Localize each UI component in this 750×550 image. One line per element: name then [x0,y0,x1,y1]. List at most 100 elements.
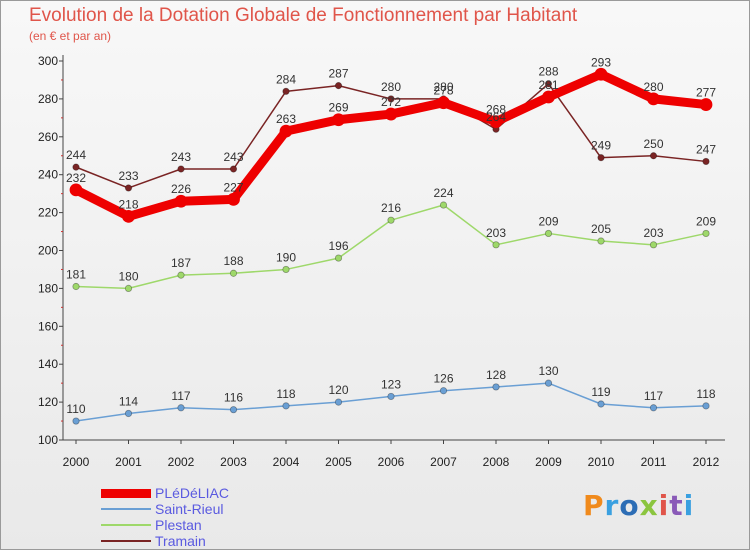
data-label: 126 [433,372,453,386]
data-point [492,241,500,249]
data-label: 209 [538,214,558,228]
data-label: 247 [696,142,716,156]
y-tick-label: 100 [38,433,58,447]
data-label: 218 [118,197,138,211]
data-label: 269 [328,101,348,115]
data-label: 272 [381,95,401,109]
data-label: 232 [66,171,86,185]
data-label: 118 [696,387,715,401]
data-point [649,404,658,412]
data-label: 181 [66,268,86,282]
data-label: 203 [643,226,663,240]
data-label: 243 [223,150,243,164]
data-label: 180 [118,269,138,283]
data-point [229,165,238,173]
data-point [439,201,448,209]
data-point [649,241,658,249]
x-tick-label: 2002 [168,455,195,469]
x-tick-label: 2007 [430,455,457,469]
data-point [177,404,185,412]
data-point [72,417,80,425]
legend: PLéDéLIAC Saint-Rieul Plestan Tramain [101,485,229,549]
data-label: 203 [486,226,506,240]
data-point [72,163,80,171]
legend-label: Tramain [155,533,206,549]
data-label: 114 [119,394,138,408]
data-point [124,284,133,292]
data-point [649,152,658,160]
data-point [437,96,450,110]
data-label: 216 [381,201,401,215]
x-tick-label: 2010 [588,455,615,469]
data-point [597,237,605,245]
data-point [177,271,185,279]
data-label: 117 [171,389,190,403]
data-point [544,229,553,238]
logo-letter: P [583,489,605,522]
chart-subtitle: (en € et par an) [29,29,112,43]
data-point [699,98,713,111]
data-label: 280 [643,80,663,94]
x-tick-label: 2004 [273,455,300,469]
logo-letter: x [639,489,659,522]
data-point [597,400,605,408]
data-label: 120 [328,383,348,397]
legend-item: PLéDéLIAC [101,485,229,501]
data-label: 287 [328,67,348,81]
data-label: 190 [276,250,296,264]
data-point [282,87,290,95]
data-point [387,95,395,103]
data-point [334,254,343,262]
chart-title: Evolution de la Dotation Globale de Fonc… [29,5,578,26]
data-label: 196 [328,239,348,253]
y-tick-label: 260 [38,130,58,144]
data-label: 280 [381,80,401,94]
data-label: 128 [486,368,506,382]
x-tick-label: 2005 [325,455,352,469]
data-label: 277 [696,86,716,100]
data-label: 224 [433,186,453,200]
data-point [542,90,555,104]
data-label: 280 [433,80,453,94]
data-point [702,229,710,238]
legend-label: Plestan [155,517,202,533]
data-label: 117 [644,389,663,403]
data-point [647,92,660,106]
data-label: 250 [643,137,663,151]
data-point [594,67,608,81]
data-label: 244 [66,148,86,162]
data-label: 226 [171,182,191,196]
x-tick-label: 2009 [535,455,562,469]
data-point [334,82,343,90]
data-point [282,402,290,410]
data-label: 243 [171,150,191,164]
data-point [122,209,135,223]
data-point [174,194,188,208]
legend-label: Saint-Rieul [155,501,224,517]
legend-swatch [101,508,151,510]
data-point [544,379,553,387]
x-tick-label: 2000 [63,455,90,469]
data-label: 263 [276,112,296,126]
data-point [597,154,605,162]
data-label: 264 [486,110,506,124]
data-label: 288 [538,65,558,79]
data-point [332,113,345,127]
data-label: 116 [224,391,243,405]
data-point [702,157,710,166]
y-tick-label: 200 [38,244,58,258]
data-label: 188 [223,254,243,268]
data-label: 209 [696,214,716,228]
data-point [387,392,395,401]
logo-letter: i [658,489,670,522]
data-point [72,282,80,291]
data-point [229,269,238,277]
legend-swatch [101,524,151,526]
x-tick-label: 2006 [378,455,405,469]
logo-letter: t [669,489,684,522]
data-label: 227 [223,180,243,194]
data-label: 205 [591,222,611,236]
x-tick-label: 2011 [641,455,667,469]
